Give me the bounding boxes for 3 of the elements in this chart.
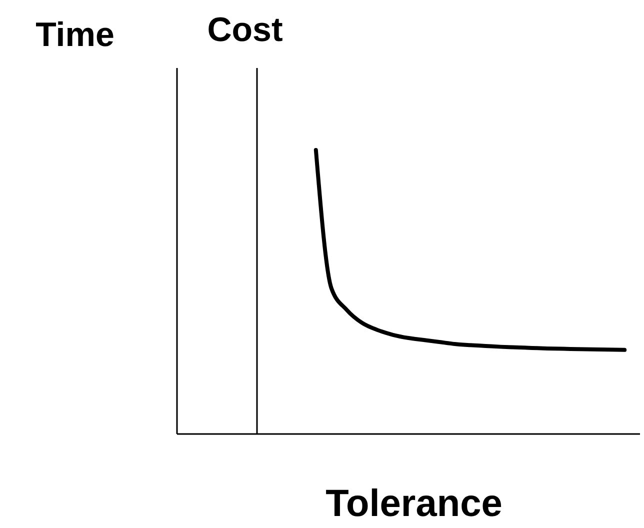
y-axis-title: Time [36,16,114,54]
y2-axis-title: Cost [207,11,283,49]
x-axis-title: Tolerance [326,483,502,525]
